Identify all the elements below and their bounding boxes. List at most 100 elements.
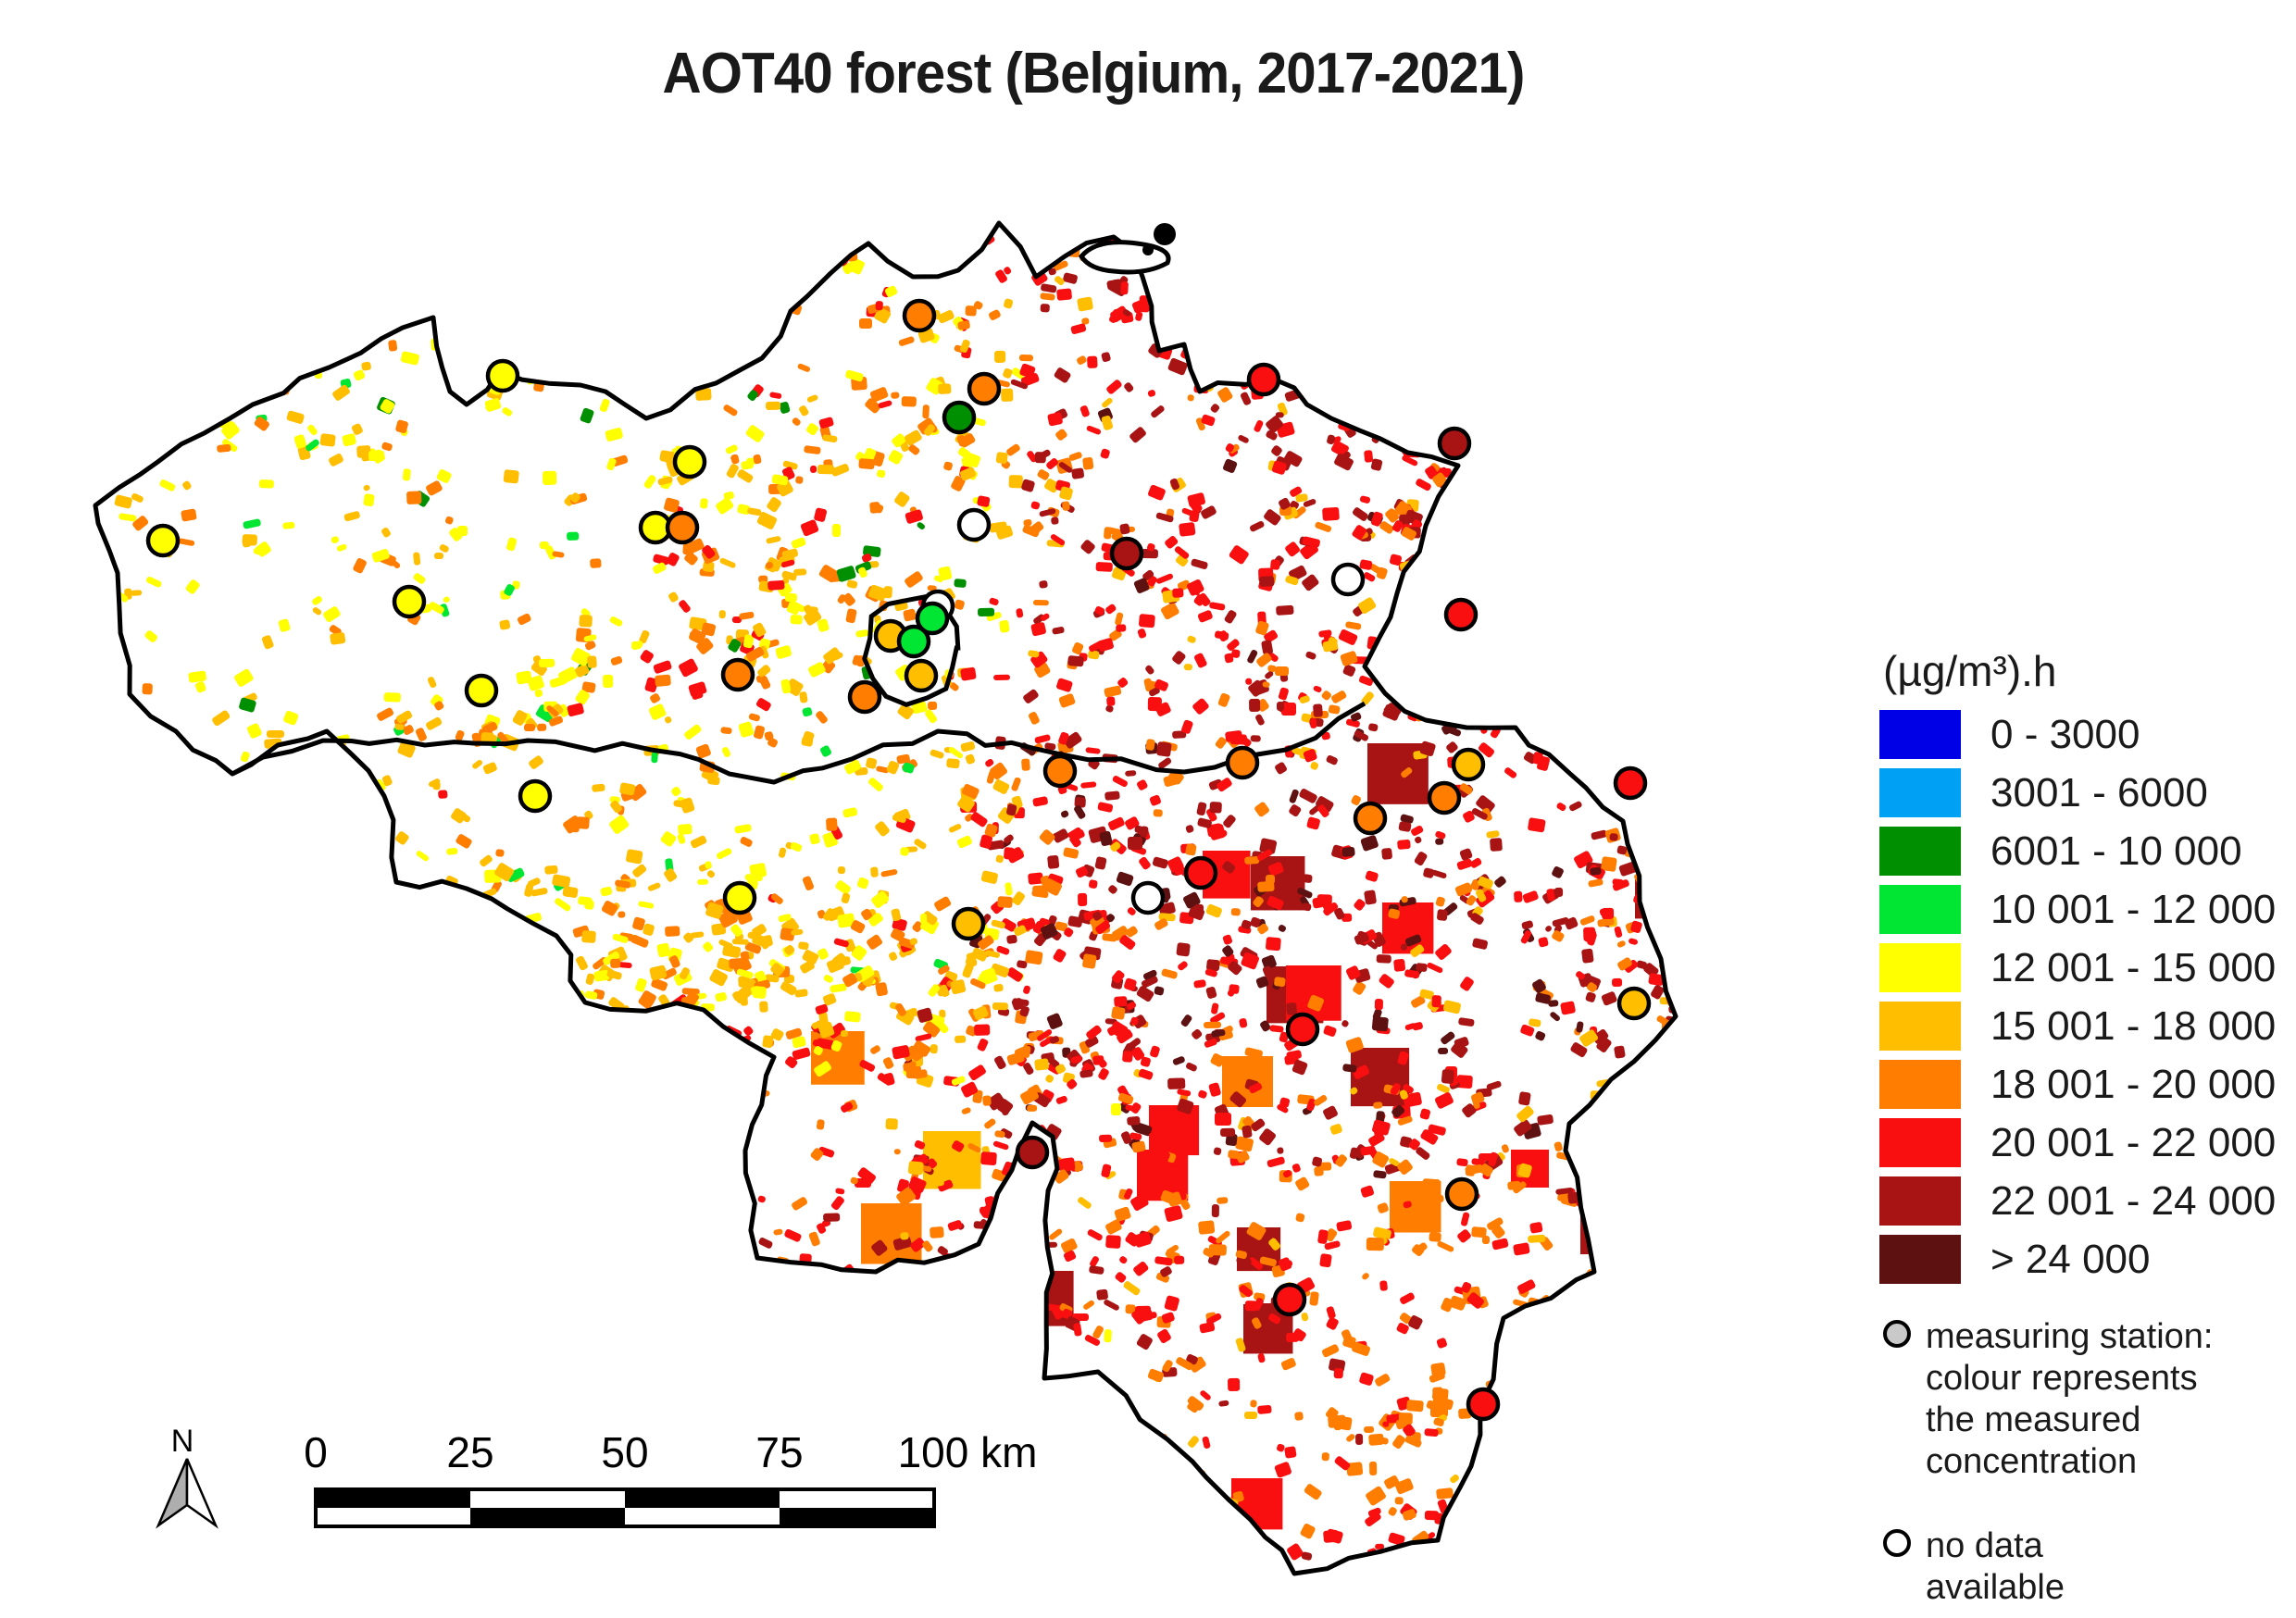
raster-cell <box>1488 1545 1503 1558</box>
raster-cell <box>962 783 980 799</box>
raster-cell <box>1358 397 1369 406</box>
raster-cell <box>949 682 959 691</box>
raster-cell <box>1429 1562 1447 1574</box>
raster-cell <box>896 753 910 765</box>
raster-cell <box>1030 1263 1040 1274</box>
raster-cell <box>692 1449 703 1461</box>
raster-cell <box>731 616 742 624</box>
raster-cell <box>1638 1524 1654 1540</box>
raster-cell <box>931 1360 948 1370</box>
raster-cell <box>307 321 324 337</box>
raster-cell <box>912 921 923 932</box>
raster-cell <box>1499 429 1514 442</box>
raster-cell <box>1106 696 1116 706</box>
raster-cell <box>1163 1555 1179 1571</box>
raster-cell <box>1294 1412 1304 1421</box>
scale-bar-label: 25 <box>446 1428 493 1476</box>
raster-cell <box>830 464 850 477</box>
raster-cell <box>1390 1083 1401 1096</box>
raster-cell <box>778 847 787 858</box>
raster-cell <box>1199 271 1216 285</box>
raster-cell <box>1490 1581 1507 1594</box>
enclave-dot <box>1154 223 1176 245</box>
raster-cell <box>1612 729 1623 739</box>
raster-cell <box>1353 1064 1370 1079</box>
raster-cell <box>1156 741 1172 757</box>
raster-cell <box>686 1198 693 1205</box>
raster-cell <box>1364 366 1375 375</box>
raster-cell <box>1032 600 1049 606</box>
raster-cell <box>1041 1165 1053 1174</box>
raster-cell <box>1579 740 1591 750</box>
raster-cell <box>881 1546 893 1559</box>
raster-cell <box>1465 392 1475 402</box>
note-no-data: no data available <box>1879 1525 2296 1609</box>
raster-cell <box>1398 821 1412 832</box>
raster-cell <box>1424 704 1439 716</box>
raster-cell <box>1423 1573 1432 1574</box>
raster-cell <box>631 641 640 650</box>
raster-cell <box>728 639 742 653</box>
raster-cell <box>1116 871 1134 887</box>
raster-cell <box>344 826 360 838</box>
raster-cell <box>1169 1500 1186 1512</box>
raster-cell <box>1087 355 1098 368</box>
raster-cell <box>1483 298 1496 307</box>
raster-cell <box>1227 639 1240 651</box>
raster-cell <box>497 731 509 744</box>
raster-cell <box>194 681 206 693</box>
raster-cell <box>905 429 922 446</box>
raster-cell <box>1054 276 1065 286</box>
raster-cell <box>1485 281 1504 299</box>
raster-cell <box>738 721 755 738</box>
raster-cell <box>1469 490 1484 505</box>
raster-cell <box>1119 1427 1136 1439</box>
raster-cell <box>1201 348 1219 359</box>
raster-cell <box>330 632 346 645</box>
raster-cell <box>1008 1301 1021 1316</box>
raster-cell <box>1223 815 1236 828</box>
raster-cell <box>1300 343 1308 350</box>
raster-cell <box>1096 205 1108 217</box>
raster-cell <box>530 661 547 677</box>
raster-cell <box>651 752 658 764</box>
raster-cell <box>1239 1018 1248 1028</box>
raster-cell <box>1351 795 1361 805</box>
raster-cell <box>1323 1025 1337 1037</box>
raster-cell <box>1416 653 1433 669</box>
raster-cell <box>1104 527 1112 540</box>
raster-cell <box>626 849 643 865</box>
raster-cell <box>132 516 149 531</box>
raster-cell <box>1115 1424 1132 1440</box>
raster-cell <box>1546 1452 1558 1461</box>
raster-cell <box>1105 1171 1117 1180</box>
raster-cell <box>734 824 752 834</box>
raster-cell <box>1002 1318 1012 1326</box>
raster-cell <box>619 782 636 796</box>
raster-cell <box>890 1384 901 1393</box>
raster-cell <box>283 285 295 298</box>
raster-cell <box>1064 731 1082 749</box>
raster-cell <box>989 1261 1003 1276</box>
no-data-icon <box>1883 1529 1911 1557</box>
raster-cell <box>428 973 443 984</box>
raster-cell <box>1597 1151 1606 1160</box>
raster-cell <box>1071 467 1085 479</box>
raster-cell <box>1527 1490 1540 1500</box>
raster-cell <box>1345 718 1360 728</box>
raster-cell <box>181 508 197 522</box>
raster-cell <box>1643 753 1676 793</box>
raster-cell <box>1310 762 1319 770</box>
raster-cell <box>1125 1104 1134 1112</box>
raster-cell <box>1292 1059 1308 1076</box>
raster-cell <box>1383 705 1397 718</box>
raster-cell <box>1352 244 1372 261</box>
raster-cell <box>1597 1334 1609 1343</box>
raster-cell <box>381 527 391 538</box>
raster-cell <box>698 238 718 254</box>
raster-cell <box>635 326 655 342</box>
raster-cell <box>1109 629 1122 641</box>
raster-cell <box>434 701 444 711</box>
raster-cell <box>1237 1575 1249 1590</box>
raster-cell <box>1603 1184 1620 1197</box>
